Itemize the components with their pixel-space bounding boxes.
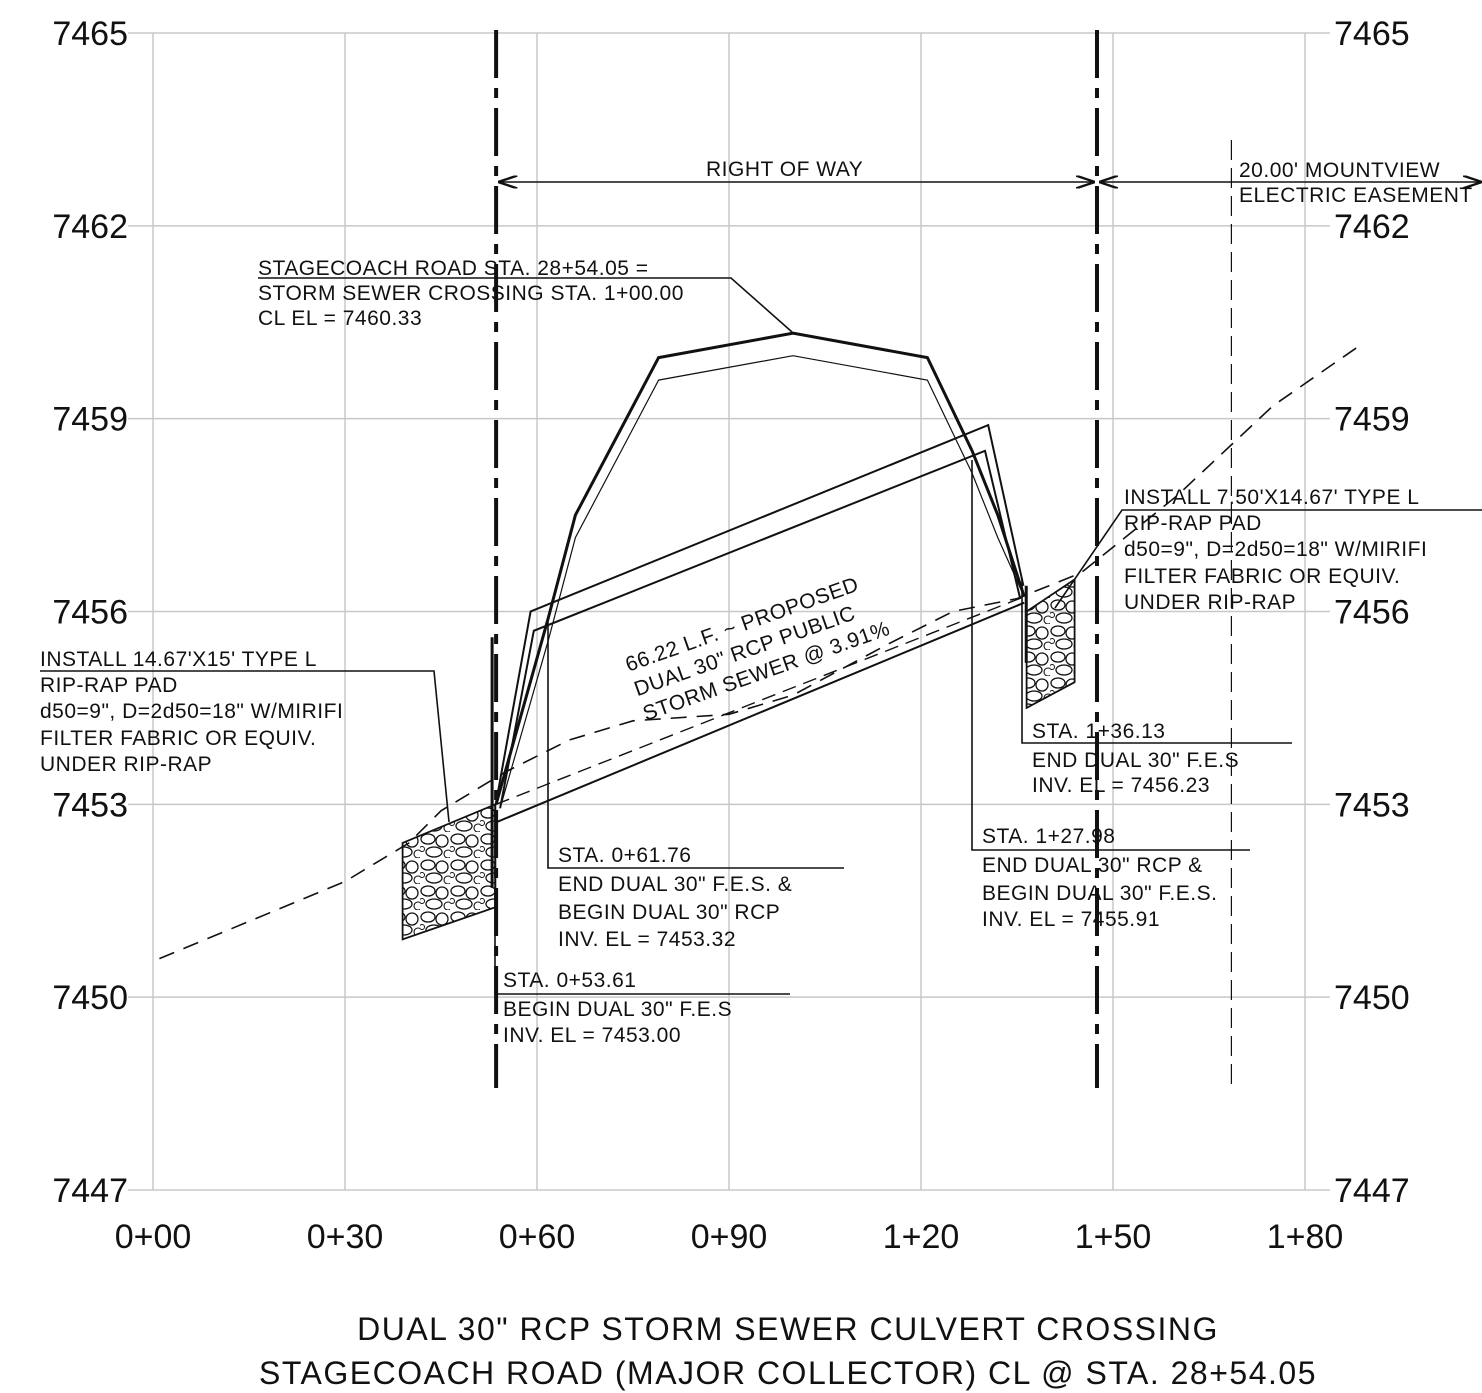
existing-ground-group [159, 347, 1357, 960]
crossing-note-line: STORM SEWER CROSSING STA. 1+00.00 [258, 282, 684, 305]
riprap-right-note-line: FILTER FABRIC OR EQUIV. [1124, 565, 1400, 588]
axis-ticks: 7465 7465 7462 7462 7459 7459 7456 7456 7453 7453… [52, 15, 1409, 1256]
x-tick-label: 0+90 [691, 1218, 768, 1256]
y-tick-label-left: 7453 [52, 786, 128, 824]
sta-128-leader [971, 460, 1250, 851]
x-tick-label: 1+80 [1267, 1218, 1344, 1256]
easement-label-line-1: 20.00' MOUNTVIEW [1239, 159, 1440, 182]
sta-062-line: INV. EL = 7453.32 [558, 928, 736, 951]
pipe-label: 66.22 L.F. ~ PROPOSED DUAL 30" RCP PUBLI… [623, 573, 893, 726]
sta-128-callout: STA. 1+27.98 END DUAL 30" RCP & BEGIN DU… [971, 460, 1250, 931]
pipe-crown-outer [495, 423, 1025, 803]
riprap-left-note-line: UNDER RIP-RAP [40, 753, 212, 776]
sta-136-leader [1021, 578, 1292, 744]
right-of-way-group [494, 30, 1482, 1088]
crossing-note-line: CL EL = 7460.33 [258, 307, 422, 330]
crossing-note: STAGECOACH ROAD STA. 28+54.05 = STORM SE… [258, 257, 793, 333]
riprap-left-note-line: FILTER FABRIC OR EQUIV. [40, 727, 316, 750]
pipe-group [490, 423, 1028, 888]
sta-054-line: BEGIN DUAL 30" F.E.S [503, 998, 732, 1021]
road-profile-line [494, 331, 1026, 805]
sta-062-line: STA. 0+61.76 [558, 844, 691, 867]
pipe-crown-inner [499, 449, 1022, 809]
x-tick-label: 0+30 [307, 1218, 384, 1256]
y-tick-label-left: 7456 [52, 594, 128, 632]
sta-054-line: INV. EL = 7453.00 [503, 1024, 681, 1047]
riprap-group [401, 577, 1076, 941]
sta-128-line: END DUAL 30" RCP & [982, 854, 1203, 877]
y-tick-label-left: 7459 [52, 401, 128, 439]
y-tick-label-left: 7447 [52, 1172, 128, 1210]
riprap-left-note-line: d50=9", D=2d50=18" W/MIRIFI [40, 700, 343, 723]
sta-062-callout: STA. 0+61.76 END DUAL 30" F.E.S. & BEGIN… [547, 622, 844, 951]
x-tick-label: 0+60 [499, 1218, 576, 1256]
y-tick-label-right: 7450 [1334, 979, 1410, 1017]
y-tick-label-right: 7447 [1334, 1172, 1410, 1210]
road-profile-group [494, 331, 1026, 805]
sta-128-line: STA. 1+27.98 [982, 825, 1115, 848]
x-tick-label: 0+00 [115, 1218, 192, 1256]
riprap-right-note-line: RIP-RAP PAD [1124, 512, 1262, 535]
riprap-pad [1025, 577, 1076, 710]
x-tick-label: 1+20 [883, 1218, 960, 1256]
sta-054-callout: STA. 0+53.61 BEGIN DUAL 30" F.E.S INV. E… [494, 805, 790, 1047]
existing-ground-line [159, 347, 1357, 960]
y-tick-label-right: 7462 [1334, 208, 1410, 246]
road-profile-inner-line [500, 355, 1025, 805]
sta-062-line: END DUAL 30" F.E.S. & [558, 873, 792, 896]
sta-136-callout: STA. 1+36.13 END DUAL 30" F.E.S INV. EL … [1021, 578, 1292, 797]
y-tick-label-right: 7459 [1334, 401, 1410, 439]
riprap-right-leader [1054, 509, 1482, 609]
sta-062-line: BEGIN DUAL 30" RCP [558, 901, 780, 924]
sta-054-line: STA. 0+53.61 [503, 969, 636, 992]
riprap-left-leader [40, 670, 450, 823]
y-tick-label-left: 7462 [52, 208, 128, 246]
riprap-right-note-line: UNDER RIP-RAP [1124, 591, 1296, 614]
sta-062-leader [547, 622, 844, 869]
grid [128, 32, 1330, 1191]
y-tick-label-right: 7465 [1334, 15, 1410, 53]
pipe-invert-line [495, 601, 1025, 824]
sta-128-line: BEGIN DUAL 30" F.E.S. [982, 882, 1217, 905]
crossing-leader [258, 277, 793, 333]
drawing-title: DUAL 30" RCP STORM SEWER CULVERT CROSSIN… [357, 1311, 1219, 1347]
y-tick-label-right: 7456 [1334, 594, 1410, 632]
riprap-right-note: INSTALL 7.50'X14.67' TYPE L RIP-RAP PAD … [1054, 486, 1482, 614]
riprap-left-note-line: RIP-RAP PAD [40, 674, 178, 697]
sta-136-line: INV. EL = 7456.23 [1032, 774, 1210, 797]
sta-136-line: STA. 1+36.13 [1032, 720, 1165, 743]
y-tick-label-right: 7453 [1334, 786, 1410, 824]
y-tick-label-left: 7450 [52, 979, 128, 1017]
riprap-right-note-line: d50=9", D=2d50=18" W/MIRIFI [1124, 538, 1427, 561]
riprap-right-note-line: INSTALL 7.50'X14.67' TYPE L [1124, 486, 1419, 509]
drawing-subtitle: STAGECOACH ROAD (MAJOR COLLECTOR) CL @ S… [259, 1355, 1317, 1391]
crossing-note-line: STAGECOACH ROAD STA. 28+54.05 = [258, 257, 649, 280]
riprap-pad [401, 802, 497, 941]
x-tick-label: 1+50 [1075, 1218, 1152, 1256]
right-of-way-label: RIGHT OF WAY [706, 158, 863, 181]
sta-054-leader [494, 805, 790, 995]
riprap-left-note: INSTALL 14.67'X15' TYPE L RIP-RAP PAD d5… [40, 648, 450, 823]
pipe-flowline [495, 596, 1025, 805]
y-tick-label-left: 7465 [52, 15, 128, 53]
sta-128-line: INV. EL = 7455.91 [982, 908, 1160, 931]
sta-136-line: END DUAL 30" F.E.S [1032, 749, 1239, 772]
riprap-left-note-line: INSTALL 14.67'X15' TYPE L [40, 648, 317, 671]
easement-label-line-2: ELECTRIC EASEMENT [1239, 184, 1473, 207]
